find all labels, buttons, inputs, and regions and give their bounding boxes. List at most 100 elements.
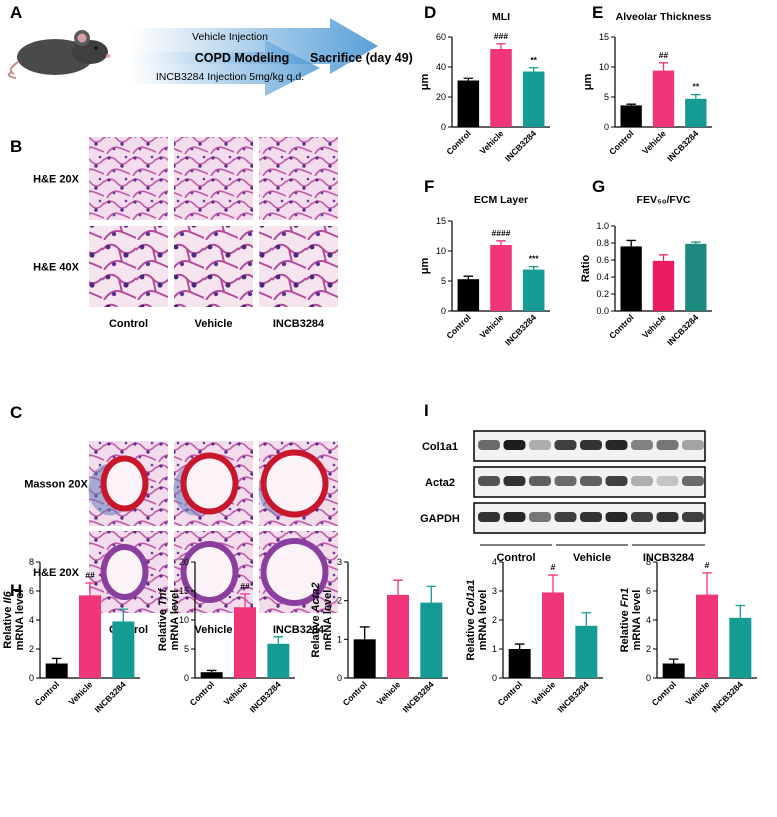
x-tick-label: Control bbox=[188, 679, 216, 707]
y-tick-label: 1 bbox=[492, 644, 497, 654]
error-bar bbox=[51, 657, 62, 664]
blot-band bbox=[478, 476, 500, 486]
chart-title: FEV₅₀/FVC bbox=[637, 194, 691, 206]
bar bbox=[200, 672, 223, 678]
row-label: H&E 20X bbox=[33, 567, 80, 579]
bar bbox=[542, 592, 564, 678]
panel-letter: H bbox=[10, 581, 22, 600]
blot-band bbox=[554, 440, 577, 450]
blot-band bbox=[478, 512, 500, 522]
error-bar bbox=[691, 241, 701, 244]
column-label: Control bbox=[109, 318, 148, 330]
group-label: Control bbox=[496, 552, 535, 564]
y-tick-label: 0 bbox=[337, 673, 342, 683]
y-tick-label: 0 bbox=[646, 673, 651, 683]
blot-band bbox=[631, 440, 653, 450]
error-bar bbox=[426, 585, 437, 603]
blot-band bbox=[503, 476, 526, 486]
schematic-label: INCB3284 Injection 5mg/kg q.d. bbox=[156, 71, 304, 83]
y-tick-label: 15 bbox=[599, 32, 609, 42]
column-label: INCB3284 bbox=[273, 624, 325, 636]
bar bbox=[620, 246, 642, 311]
row-label: Masson 20X bbox=[24, 479, 88, 491]
y-tick-label: 60 bbox=[436, 32, 446, 42]
x-tick-label: Control bbox=[444, 312, 472, 340]
histology-image bbox=[259, 226, 338, 307]
blot-band bbox=[631, 512, 653, 522]
panel-letter: B bbox=[10, 137, 22, 156]
y-tick-label: 0 bbox=[441, 122, 446, 132]
x-tick-label: INCB3284 bbox=[93, 679, 128, 714]
y-tick-label: 0 bbox=[29, 673, 34, 683]
blot-band bbox=[529, 440, 551, 450]
mouse-icon bbox=[7, 30, 110, 79]
y-tick-label: 0 bbox=[441, 306, 446, 316]
y-tick-label: 4 bbox=[646, 615, 651, 625]
bar bbox=[234, 607, 256, 678]
row-label: H&E 40X bbox=[33, 262, 80, 274]
significance-label: ** bbox=[530, 55, 537, 65]
significance-label: ### bbox=[494, 31, 508, 41]
y-axis-label: mRNA level bbox=[631, 590, 643, 651]
chart-title: ECM Layer bbox=[474, 194, 528, 206]
error-bar bbox=[658, 62, 669, 71]
schematic-label: Sacrifice (day 49) bbox=[310, 51, 413, 65]
y-tick-label: 3 bbox=[337, 557, 342, 567]
histology-image bbox=[174, 226, 253, 307]
x-tick-label: Control bbox=[607, 312, 635, 340]
y-tick-label: 10 bbox=[179, 615, 189, 625]
vessel-lumen bbox=[106, 550, 143, 594]
y-axis-label: mRNA level bbox=[477, 590, 489, 651]
gene-name: Tnf bbox=[157, 588, 169, 606]
x-tick-label: INCB3284 bbox=[710, 679, 745, 714]
error-bar bbox=[528, 265, 539, 270]
blot-band bbox=[580, 476, 602, 486]
y-axis-label: Relative Col1a1 bbox=[465, 579, 477, 660]
bar bbox=[652, 260, 675, 311]
gene-name: Acta2 bbox=[310, 582, 322, 613]
y-tick-label: 0 bbox=[492, 673, 497, 683]
y-axis-label-part: Relative bbox=[465, 618, 477, 660]
bar bbox=[575, 625, 598, 678]
y-tick-label: 0.6 bbox=[596, 255, 609, 265]
y-axis-label: mRNA level bbox=[169, 590, 181, 651]
y-axis-label-part: Relative bbox=[2, 607, 14, 649]
panel-letter: I bbox=[424, 401, 429, 420]
y-axis-label: Relative Acta2 bbox=[310, 582, 322, 657]
y-tick-label: 40 bbox=[436, 62, 446, 72]
y-tick-label: 4 bbox=[29, 615, 34, 625]
vessel-lumen bbox=[186, 547, 233, 597]
panel-letter: F bbox=[424, 177, 434, 196]
x-tick-label: INCB3284 bbox=[503, 128, 538, 163]
bar bbox=[353, 639, 376, 678]
histology-image bbox=[89, 137, 168, 220]
blot-band bbox=[580, 512, 602, 522]
error-bar bbox=[206, 669, 217, 673]
x-tick-label: Vehicle bbox=[478, 128, 506, 156]
error-bar bbox=[118, 608, 129, 622]
group-label: Vehicle bbox=[573, 552, 611, 564]
blot-band bbox=[682, 440, 704, 450]
significance-label: ## bbox=[659, 50, 669, 60]
x-tick-label: Control bbox=[444, 128, 472, 156]
blot-band bbox=[656, 440, 679, 450]
blot-band bbox=[605, 440, 628, 450]
error-bar bbox=[240, 593, 250, 608]
x-tick-label: Control bbox=[341, 679, 369, 707]
chart-title: MLI bbox=[492, 11, 510, 23]
blot-band bbox=[529, 512, 551, 522]
blot-band bbox=[554, 476, 577, 486]
y-tick-label: 2 bbox=[337, 596, 342, 606]
y-tick-label: 5 bbox=[441, 276, 446, 286]
y-axis-label: Relative Fn1 bbox=[619, 588, 631, 653]
chart-title: Alveolar Thickness bbox=[616, 11, 712, 23]
row-label: H&E 20X bbox=[33, 174, 80, 186]
y-tick-label: 10 bbox=[599, 62, 609, 72]
error-bar bbox=[658, 254, 669, 261]
bar bbox=[420, 602, 443, 678]
bar bbox=[620, 105, 642, 127]
band-label: Acta2 bbox=[425, 477, 455, 489]
blot-band bbox=[529, 476, 551, 486]
y-tick-label: 0 bbox=[604, 122, 609, 132]
x-tick-label: INCB3284 bbox=[665, 312, 700, 347]
